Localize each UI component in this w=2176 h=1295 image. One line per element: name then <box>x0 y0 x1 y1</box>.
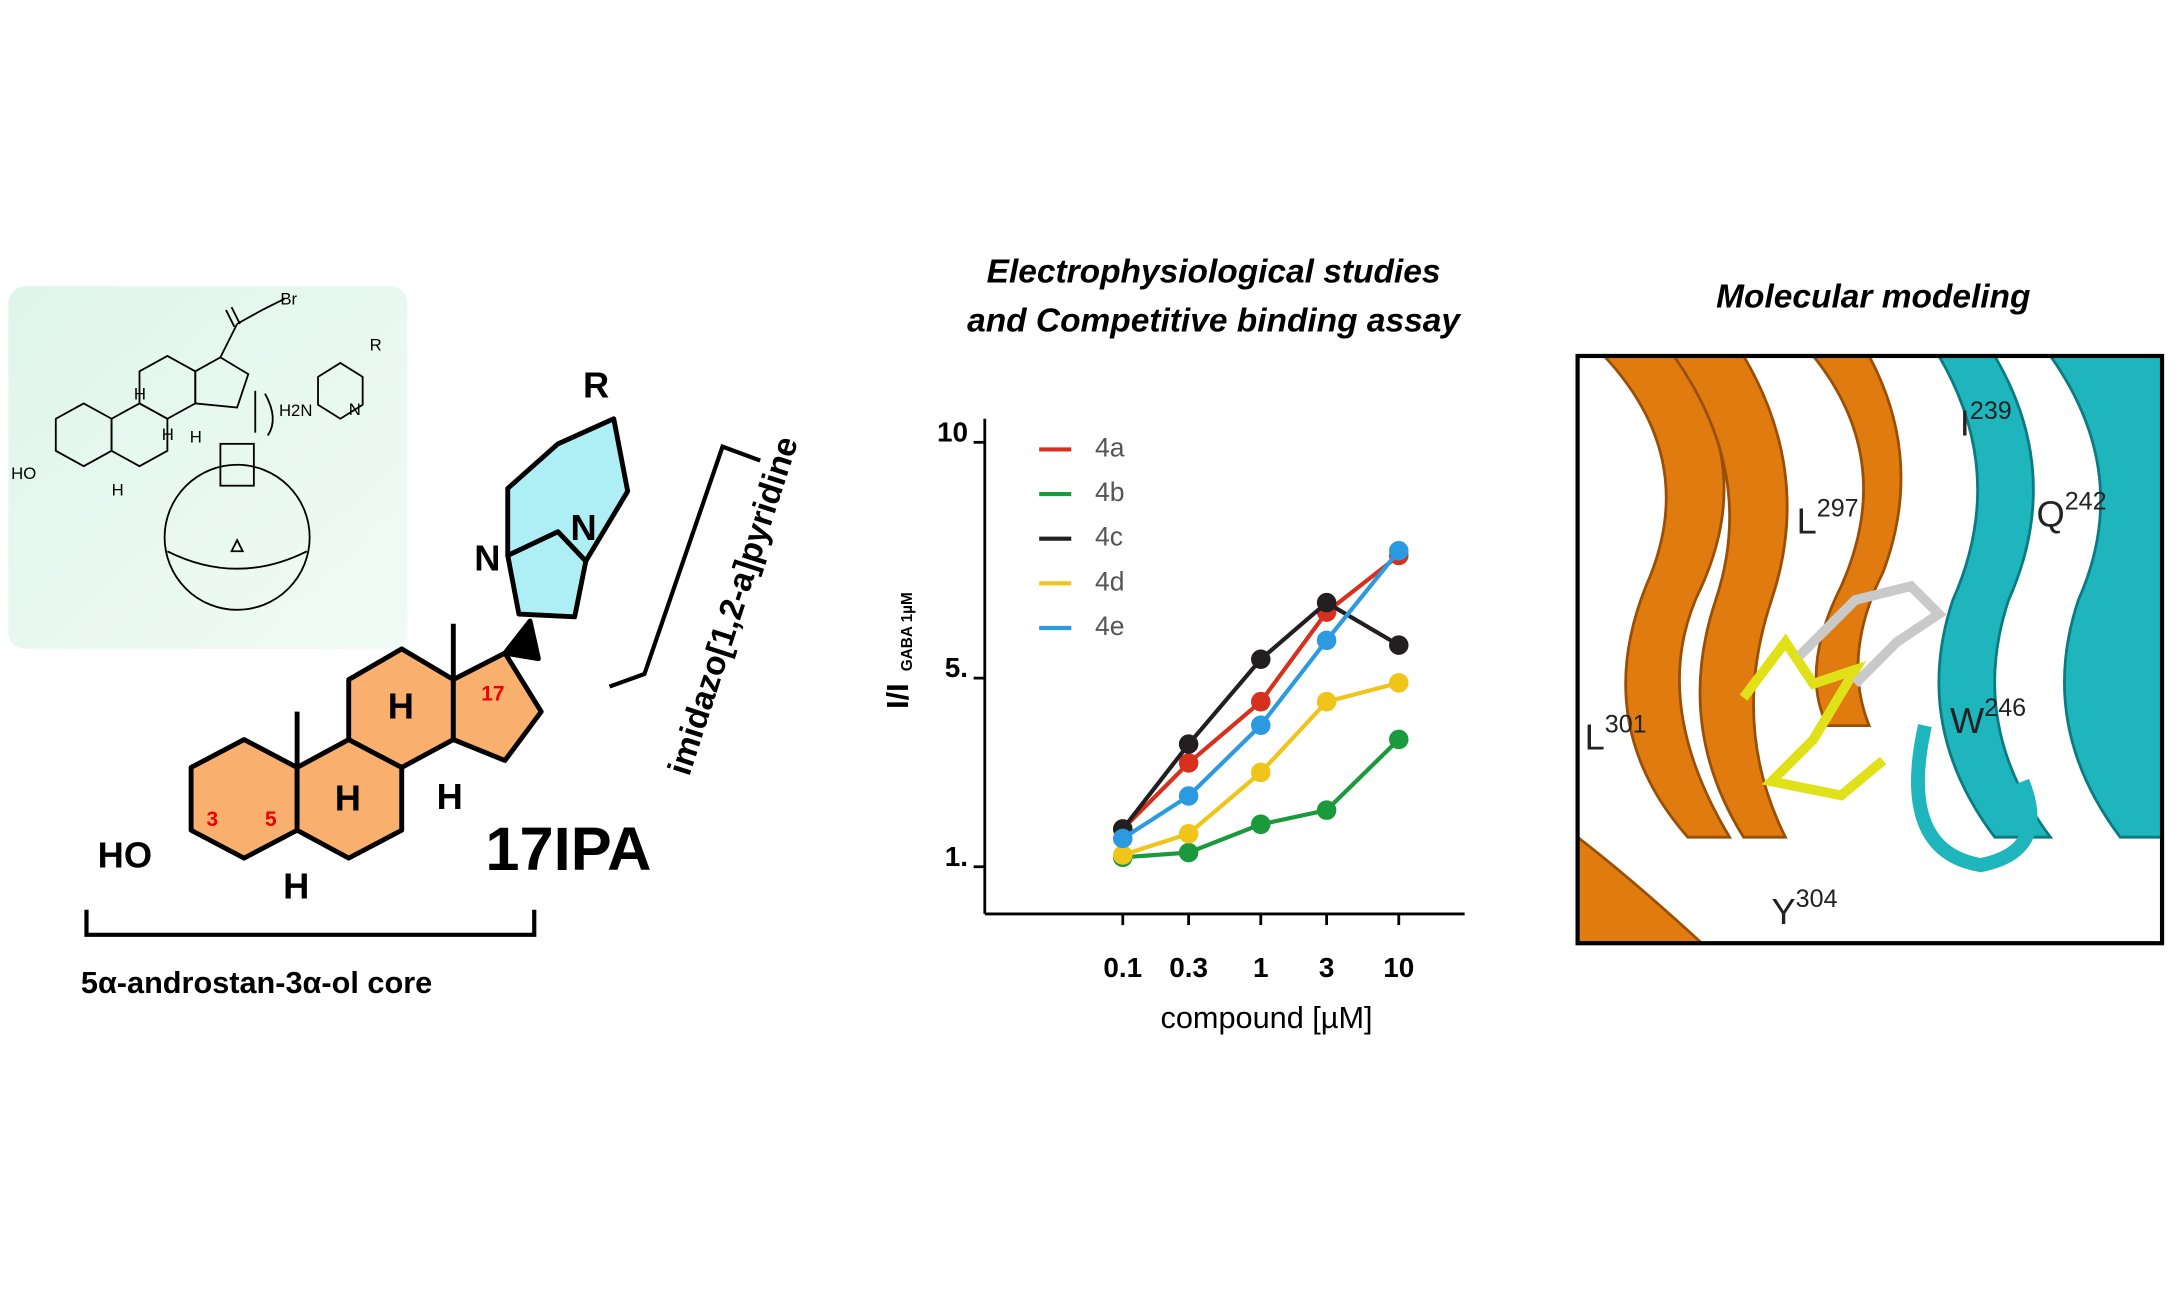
x-tick-label: 0.1 <box>1103 952 1142 983</box>
data-point <box>1251 691 1271 712</box>
steroid-core <box>188 618 544 861</box>
residue-label: Y304 <box>1771 885 1837 932</box>
modeling-frame <box>1575 353 2165 946</box>
data-point <box>1113 828 1133 849</box>
legend-label: 4a <box>1095 432 1125 462</box>
data-point <box>1251 649 1271 670</box>
y-axis-label-subscript: GABA 1µM <box>899 592 916 671</box>
residue-label: L297 <box>1797 494 1859 541</box>
y-tick-label: 5. <box>945 652 968 683</box>
data-point <box>1251 814 1271 835</box>
data-point <box>1178 734 1199 754</box>
residue-label: L301 <box>1585 710 1647 757</box>
x-tick-label: 3 <box>1319 952 1335 983</box>
position-label: 5 <box>265 808 277 831</box>
hydroxyl-label: HO <box>98 835 152 876</box>
bromo-label: Br <box>280 290 297 309</box>
modeling-image <box>1577 355 2163 944</box>
residue-name: L <box>1797 500 1817 541</box>
residue-number: 246 <box>1984 693 2026 721</box>
imidazopyridine <box>505 416 631 620</box>
legend-label: 4b <box>1095 477 1124 507</box>
fragment-bracket <box>608 443 761 689</box>
legend-label: 4d <box>1095 566 1124 596</box>
data-point <box>1178 823 1199 844</box>
modeling-title: Molecular modeling <box>1716 279 2030 316</box>
residue-label: W246 <box>1950 693 2026 740</box>
ring-n-label: N <box>349 400 361 419</box>
y-axis-label: I/I <box>880 683 915 709</box>
position-label: 3 <box>206 808 218 831</box>
x-tick-label: 10 <box>1383 952 1414 983</box>
residue-number: 297 <box>1817 494 1859 522</box>
data-point <box>1178 786 1199 806</box>
small-steroid <box>54 297 364 611</box>
data-point <box>1389 729 1409 750</box>
hydroxyl-label: HO <box>11 464 36 483</box>
amine-label: H2N <box>279 401 312 420</box>
h-label: H <box>190 428 202 447</box>
data-point <box>1316 630 1337 651</box>
residue-label: I239 <box>1960 396 2012 443</box>
chart-subtitle: and Competitive binding assay <box>967 302 1461 339</box>
legend-label: 4c <box>1095 522 1123 552</box>
chart-title: Electrophysiological studies <box>987 254 1441 291</box>
data-point <box>1251 762 1271 783</box>
y-tick-label: 1. <box>945 841 968 872</box>
h-label: H <box>283 865 309 906</box>
data-point <box>1389 673 1409 693</box>
residue-number: 239 <box>1970 396 2012 424</box>
residue-name: W <box>1950 699 1985 740</box>
core-bracket <box>84 909 537 937</box>
data-point <box>1389 541 1409 561</box>
residue-name: L <box>1585 716 1605 757</box>
y-axis-label-group: I/I GABA 1µM <box>880 592 916 709</box>
residue-name: I <box>1960 402 1970 443</box>
data-point <box>1316 800 1337 820</box>
data-point <box>1178 753 1199 773</box>
data-point <box>1178 842 1199 863</box>
chart: Electrophysiological studies and Competi… <box>880 254 1465 1035</box>
residue-name: Q <box>2037 493 2065 534</box>
residue-number: 242 <box>2065 487 2107 515</box>
n-label: N <box>571 507 597 548</box>
h-label: H <box>437 776 463 817</box>
h-label: H <box>335 778 361 819</box>
legend-label: 4e <box>1095 611 1124 641</box>
compound-name: 17IPA <box>485 815 651 884</box>
x-tick-label: 1 <box>1253 952 1269 983</box>
residue-name: Y <box>1771 890 1795 931</box>
h-label: H <box>388 685 414 726</box>
n-label: N <box>474 538 500 579</box>
data-point <box>1316 592 1337 613</box>
data-point <box>1316 691 1337 712</box>
position-label: 17 <box>481 682 504 705</box>
h-label: H <box>134 384 146 403</box>
data-point <box>1251 715 1271 736</box>
residue-number: 301 <box>1605 710 1647 738</box>
substituent-label: R <box>370 336 382 355</box>
data-point <box>1113 845 1133 865</box>
data-point <box>1389 635 1409 655</box>
substituent-label: R <box>583 365 609 406</box>
x-tick-label: 0.3 <box>1169 952 1208 983</box>
h-label: H <box>162 425 174 444</box>
core-label: 5α-androstan-3α-ol core <box>81 965 432 1000</box>
x-axis-label: compound [µM] <box>1161 1000 1373 1035</box>
synthesis-panel <box>8 286 408 649</box>
h-label: H <box>112 481 124 500</box>
residue-label: Q242 <box>2037 487 2107 534</box>
fragment-label: imidazo[1,2-a]pyridine <box>662 432 806 779</box>
y-tick-label: 10 <box>937 416 968 447</box>
residue-number: 304 <box>1796 885 1838 913</box>
